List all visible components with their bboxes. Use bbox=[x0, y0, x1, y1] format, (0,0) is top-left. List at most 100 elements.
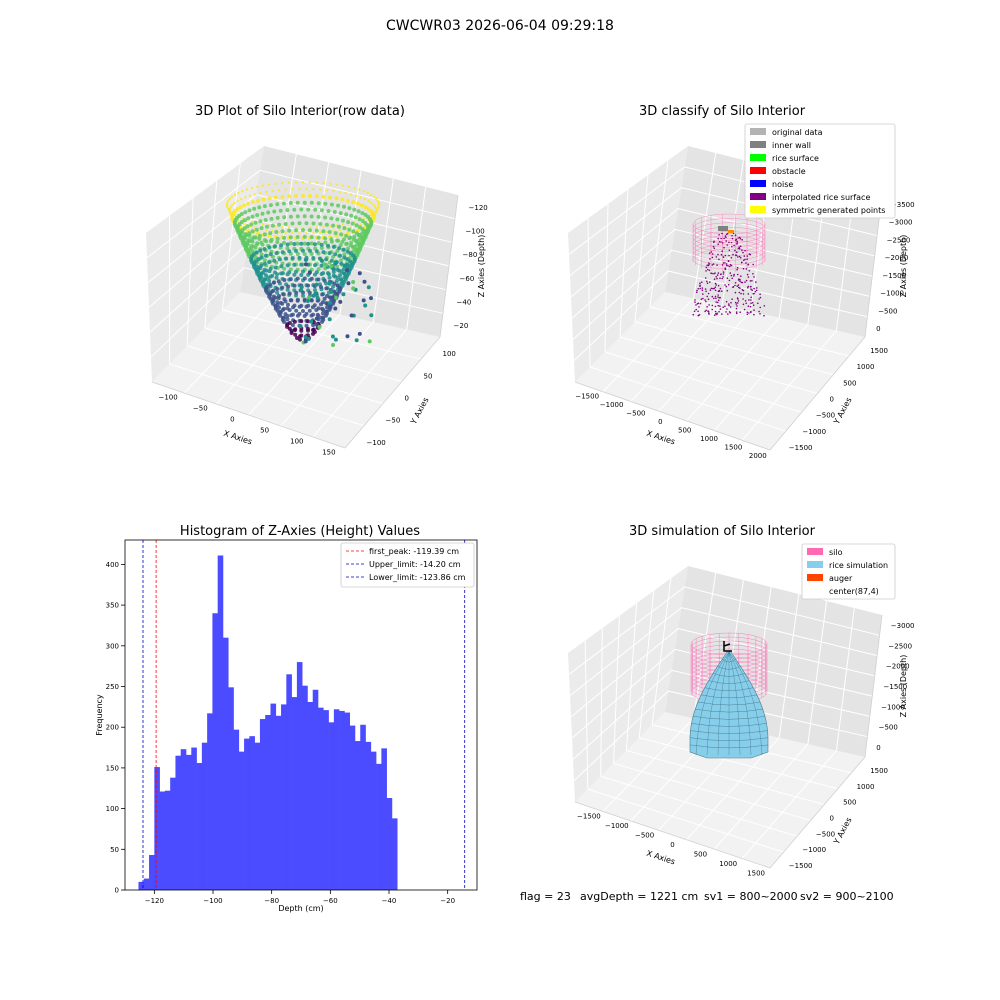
data-point bbox=[318, 222, 323, 226]
data-point bbox=[246, 201, 251, 206]
data-point bbox=[319, 258, 324, 263]
data-point bbox=[321, 250, 326, 255]
data-point bbox=[265, 224, 269, 229]
data-point bbox=[331, 223, 336, 228]
data-point bbox=[256, 198, 260, 203]
data-point bbox=[312, 188, 315, 191]
data-point bbox=[282, 278, 287, 282]
data-point bbox=[319, 246, 324, 250]
grid-line bbox=[150, 267, 444, 358]
data-point bbox=[314, 228, 319, 233]
data-point bbox=[274, 251, 279, 256]
data-point bbox=[324, 257, 329, 262]
data-point bbox=[258, 248, 263, 253]
data-point bbox=[248, 194, 251, 197]
data-point bbox=[236, 199, 239, 203]
data-point bbox=[277, 222, 282, 227]
data-point bbox=[293, 332, 298, 337]
data-point bbox=[363, 197, 366, 201]
data-point bbox=[338, 228, 341, 232]
data-point bbox=[309, 200, 314, 205]
data-point bbox=[281, 292, 286, 297]
data-point bbox=[345, 334, 350, 339]
data-point bbox=[254, 250, 259, 255]
data-point bbox=[247, 208, 252, 213]
data-point bbox=[285, 306, 290, 311]
data-point bbox=[337, 285, 342, 290]
data-point bbox=[342, 226, 347, 231]
data-point bbox=[281, 225, 284, 229]
data-point bbox=[262, 232, 267, 237]
data-point bbox=[323, 309, 328, 314]
data-point bbox=[231, 203, 234, 206]
data-point bbox=[228, 197, 232, 200]
data-point bbox=[294, 308, 299, 313]
plot4-title: 3D simulation of Silo Interior bbox=[629, 524, 815, 539]
data-point bbox=[287, 291, 292, 296]
data-point bbox=[262, 247, 267, 251]
data-point bbox=[326, 209, 331, 213]
data-point bbox=[329, 202, 334, 207]
data-point bbox=[322, 181, 325, 185]
data-point bbox=[351, 286, 356, 291]
data-point bbox=[349, 193, 353, 196]
data-point bbox=[262, 258, 267, 263]
data-point bbox=[284, 231, 287, 234]
data-point bbox=[240, 197, 243, 201]
data-point bbox=[290, 312, 295, 317]
data-point bbox=[340, 239, 345, 244]
data-point bbox=[230, 195, 234, 198]
data-point bbox=[332, 229, 335, 233]
data-point bbox=[352, 207, 357, 212]
status-avg-depth: avgDepth = 1221 cm bbox=[580, 890, 699, 903]
data-point bbox=[329, 264, 334, 268]
data-point bbox=[348, 235, 353, 240]
y-tick-label: −50 bbox=[386, 417, 401, 425]
data-point bbox=[352, 255, 357, 260]
data-point bbox=[377, 203, 381, 207]
data-point bbox=[257, 233, 262, 238]
data-point bbox=[303, 339, 308, 344]
data-point bbox=[302, 297, 307, 302]
data-point bbox=[268, 231, 273, 236]
data-point bbox=[331, 267, 336, 272]
data-point bbox=[267, 196, 272, 201]
data-point bbox=[249, 222, 254, 227]
data-point bbox=[332, 210, 337, 214]
data-point bbox=[340, 279, 345, 284]
data-point bbox=[323, 240, 328, 245]
data-point bbox=[306, 283, 311, 288]
plot2-title: 3D classify of Silo Interior bbox=[638, 104, 806, 119]
data-point bbox=[335, 275, 340, 280]
data-point bbox=[315, 226, 319, 229]
data-point bbox=[268, 266, 273, 271]
data-point bbox=[313, 207, 318, 212]
grid-line bbox=[146, 169, 456, 259]
data-point bbox=[311, 221, 316, 226]
data-point bbox=[270, 273, 275, 278]
data-point bbox=[235, 207, 240, 211]
data-point bbox=[349, 261, 354, 266]
plot3-title: Histogram of Z-Axies (Height) Values bbox=[179, 524, 421, 539]
data-point bbox=[344, 233, 349, 238]
data-point bbox=[334, 291, 339, 296]
data-point bbox=[319, 285, 323, 289]
data-point bbox=[233, 193, 237, 196]
data-point bbox=[306, 241, 311, 246]
data-point bbox=[329, 216, 334, 221]
data-point bbox=[357, 271, 362, 276]
z-tick-label: −80 bbox=[463, 251, 478, 259]
data-point bbox=[279, 264, 284, 269]
data-point bbox=[285, 242, 290, 247]
data-point bbox=[245, 188, 248, 191]
z-tick-label: −20 bbox=[454, 322, 469, 330]
data-point bbox=[320, 315, 324, 320]
data-point bbox=[314, 249, 319, 254]
pane-floor bbox=[152, 292, 440, 448]
data-point bbox=[301, 293, 305, 298]
data-point bbox=[304, 221, 309, 226]
data-point bbox=[257, 236, 262, 241]
data-point bbox=[341, 218, 345, 223]
data-point bbox=[333, 295, 338, 300]
